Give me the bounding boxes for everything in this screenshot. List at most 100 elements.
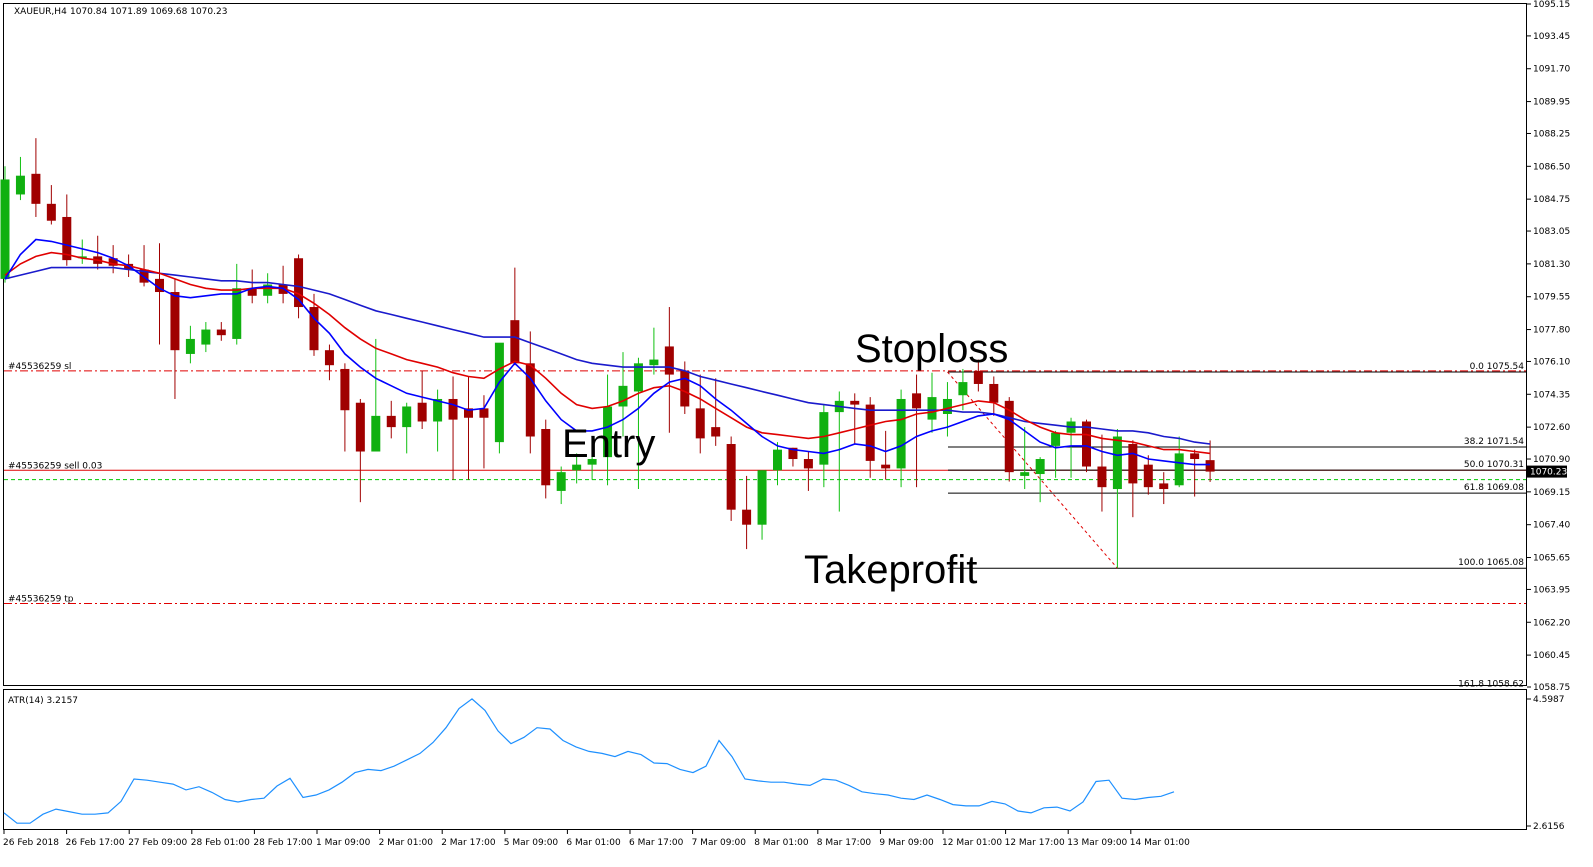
- atr-title: ATR(14) 3.2157: [8, 696, 78, 706]
- order-line-label: #45536259 sell 0.03: [8, 461, 102, 471]
- y-tick-label: 1065.65: [1533, 554, 1570, 564]
- candle-body: [433, 398, 443, 422]
- y-tick-label: 1069.15: [1533, 488, 1570, 498]
- candle-body: [927, 397, 937, 420]
- candle-body: [587, 459, 597, 465]
- candle-body: [464, 408, 473, 418]
- candle-body: [108, 258, 118, 266]
- candle-body: [973, 370, 983, 384]
- y-tick-label: 1093.45: [1533, 32, 1570, 42]
- candle-body: [294, 258, 304, 308]
- candle-body: [417, 402, 427, 422]
- candle-body: [680, 370, 690, 407]
- candle-body: [1112, 436, 1122, 490]
- candle-body: [324, 350, 334, 366]
- candle-body: [31, 173, 41, 204]
- candle-body: [386, 415, 396, 428]
- order-line-label: #45536259 tp: [8, 595, 74, 605]
- x-tick-label: 14 Mar 01:00: [1130, 838, 1190, 848]
- y-tick-label: 1067.40: [1533, 521, 1570, 531]
- fib-level-label: 0.0 1075.54: [1470, 362, 1525, 372]
- candle-body: [618, 385, 628, 407]
- candle-body: [185, 338, 195, 354]
- candle-body: [664, 346, 674, 375]
- candles: [0, 138, 1215, 568]
- order-line-label: #45536259 sl: [8, 362, 71, 372]
- candle-body: [525, 363, 535, 437]
- candle-body: [247, 288, 257, 296]
- ma-fast-line: [4, 238, 1211, 466]
- candle-body: [1190, 453, 1200, 460]
- annotation-entry: Entry: [562, 422, 655, 466]
- candle-body: [788, 447, 798, 460]
- candle-body: [170, 292, 180, 351]
- current-price-box: [1527, 465, 1567, 478]
- fib-level-label: 50.0 1070.31: [1464, 460, 1524, 470]
- candle-body: [649, 359, 659, 366]
- chart-header-ohlc: 1070.84 1071.89 1069.68 1070.23: [70, 7, 227, 17]
- y-tick-label: 1076.10: [1533, 357, 1570, 367]
- fib-level-label: 161.8 1058.62: [1458, 679, 1524, 689]
- candle-body: [340, 368, 350, 411]
- candle-body: [773, 449, 782, 471]
- candle-body: [711, 427, 721, 437]
- candle-body: [1082, 421, 1091, 467]
- x-tick-label: 28 Feb 17:00: [253, 838, 312, 848]
- x-tick-label: 6 Mar 01:00: [566, 838, 621, 848]
- y-tick-label: 1091.70: [1533, 65, 1570, 75]
- x-tick-label: 2 Mar 17:00: [441, 838, 496, 848]
- annotation-stoploss: Stoploss: [855, 327, 1008, 371]
- candle-body: [726, 444, 736, 510]
- candle-body: [850, 400, 860, 405]
- fib-level-label: 100.0 1065.08: [1458, 558, 1524, 568]
- candle-body: [1035, 459, 1045, 475]
- fibonacci-levels: 0.0 1075.54 38.2 1071.54 50.0 1070.31 61.8 …: [947, 362, 1526, 690]
- candle-body: [355, 402, 365, 452]
- atr-tick-label: 4.5987: [1533, 695, 1565, 705]
- candle-body: [757, 470, 767, 525]
- y-tick-label: 1072.60: [1533, 423, 1570, 433]
- x-tick-label: 12 Mar 17:00: [1005, 838, 1065, 848]
- candle-body: [819, 412, 829, 465]
- y-tick-label: 1074.35: [1533, 390, 1570, 400]
- atr-panel-border: [3, 689, 1527, 830]
- y-tick-label: 1088.25: [1533, 129, 1570, 139]
- x-tick-label: 6 Mar 17:00: [629, 838, 684, 848]
- x-tick-label: 7 Mar 09:00: [692, 838, 747, 848]
- y-tick-label: 1058.75: [1533, 683, 1570, 693]
- y-tick-label: 1077.80: [1533, 326, 1570, 336]
- y-tick-label: 1081.30: [1533, 260, 1570, 270]
- x-tick-label: 5 Mar 09:00: [504, 838, 559, 848]
- candle-body: [1205, 460, 1215, 472]
- candle-body: [1159, 483, 1169, 490]
- candle-body: [572, 464, 582, 471]
- candle-body: [912, 393, 922, 409]
- x-tick-label: 8 Mar 17:00: [817, 838, 872, 848]
- candle-body: [989, 383, 999, 403]
- candle-body: [216, 329, 226, 336]
- candle-body: [0, 179, 10, 279]
- x-tick-label: 8 Mar 01:00: [754, 838, 809, 848]
- candle-body: [633, 363, 643, 392]
- candle-body: [201, 329, 211, 345]
- candle-body: [371, 415, 381, 452]
- candle-body: [62, 216, 72, 261]
- y-tick-label: 1062.20: [1533, 618, 1570, 628]
- candle-body: [510, 320, 520, 364]
- candle-body: [309, 307, 319, 351]
- candle-body: [1051, 432, 1061, 446]
- y-tick-label: 1070.90: [1533, 455, 1570, 465]
- fib-level-label: 38.2 1071.54: [1464, 437, 1524, 447]
- x-tick-label: 13 Mar 09:00: [1067, 838, 1127, 848]
- y-tick-label: 1079.55: [1533, 293, 1570, 303]
- candle-body: [942, 398, 952, 414]
- candle-body: [15, 175, 25, 195]
- candle-body: [1020, 472, 1030, 476]
- candle-body: [896, 398, 906, 469]
- candle-body: [494, 342, 504, 443]
- main-panel-border: [3, 3, 1527, 686]
- candle-body: [1143, 464, 1153, 488]
- candle-body: [541, 428, 551, 486]
